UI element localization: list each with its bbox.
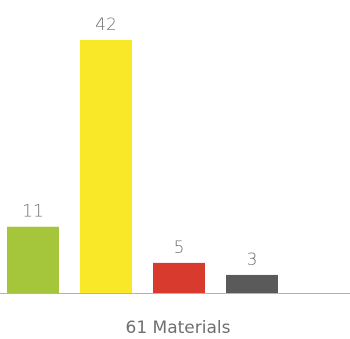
bar-value-label-2: 42 <box>95 15 117 35</box>
value-labels-group: 11 42 5 3 <box>22 15 257 270</box>
bar-4 <box>226 274 278 293</box>
chart-caption: 61 Materials <box>126 318 231 338</box>
bar-3 <box>153 262 205 293</box>
bar-value-label-4: 3 <box>247 250 258 270</box>
bars-group <box>7 40 278 293</box>
bar-1 <box>7 226 59 293</box>
bar-2 <box>80 40 132 293</box>
bar-value-label-3: 5 <box>174 238 185 258</box>
bar-value-label-1: 11 <box>22 202 44 222</box>
